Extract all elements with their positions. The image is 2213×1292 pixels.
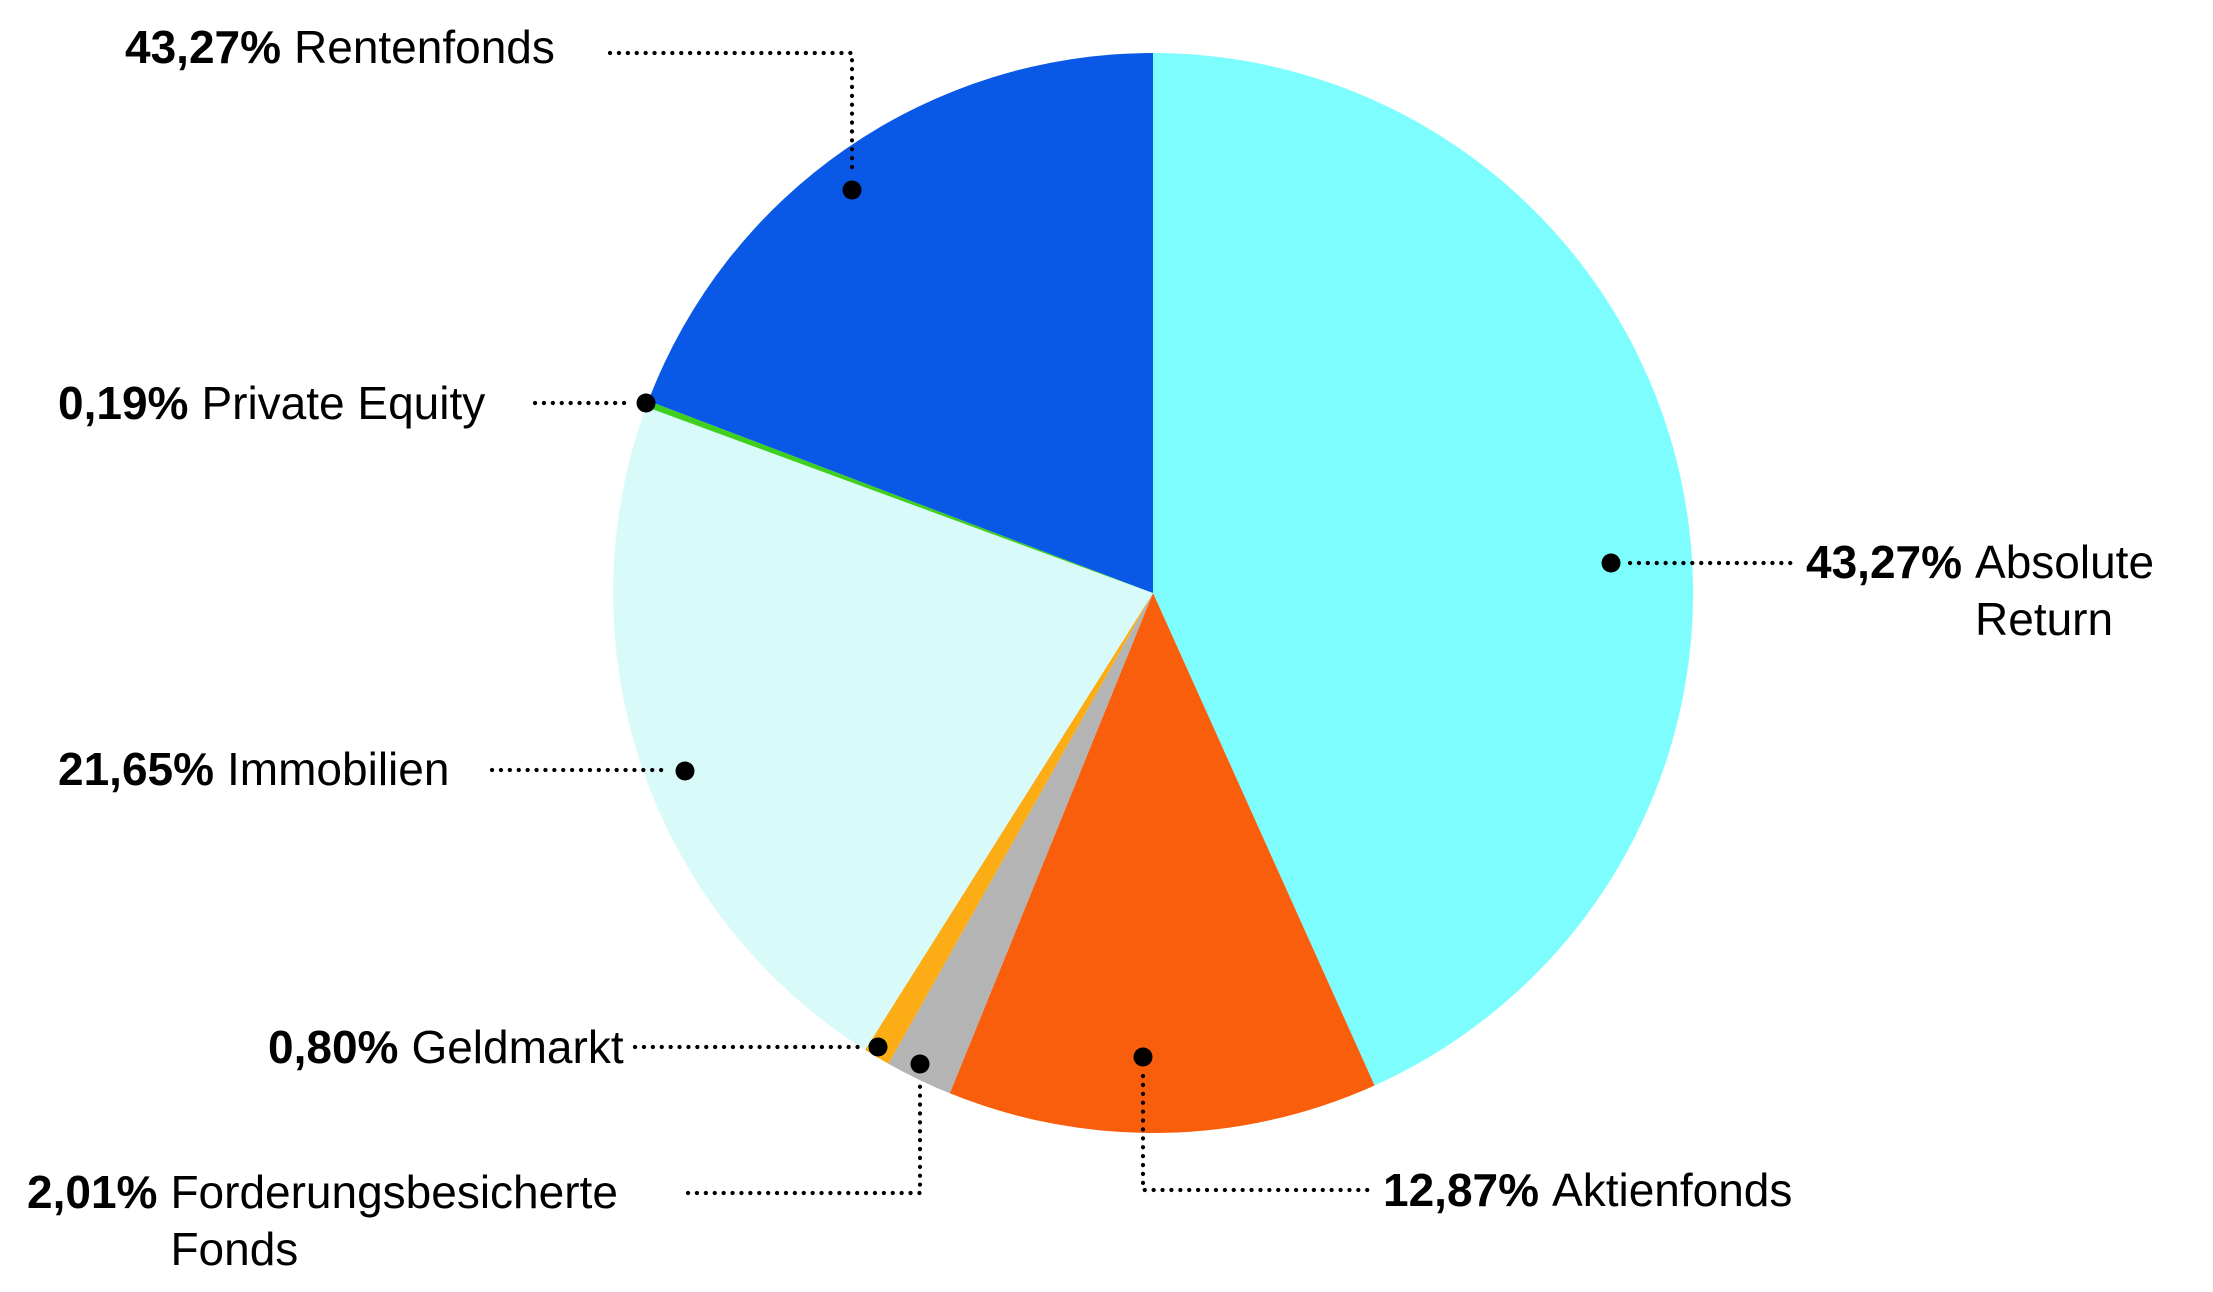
pie-slices (612, 53, 1694, 1134)
slice-pct-aktienfonds: 12,87% (1383, 1164, 1540, 1216)
leader-dot-geldmarkt (868, 1037, 888, 1057)
slice-name-aktienfonds: Aktienfonds (1552, 1164, 1793, 1216)
pie-slice-forderungsbesicherte-fonds (888, 593, 1153, 1094)
leader-rentenfonds (607, 50, 855, 173)
pie-slice-geldmarkt (865, 593, 1153, 1064)
slice-pct-immobilien: 21,65% (58, 743, 215, 795)
slice-label-absolute-return: 43,27% Absolute Return (1806, 534, 2185, 648)
pie-slice-immobilien (612, 406, 1153, 1050)
leader-dot-immobilien (675, 761, 695, 781)
slice-name-rentenfonds: Rentenfonds (294, 21, 555, 73)
leader-dots (636, 180, 1621, 1074)
slice-name-geldmarkt: Geldmarkt (411, 1021, 624, 1073)
slice-name-immobilien: Immobilien (227, 743, 450, 795)
leader-dot-absolute-return (1601, 553, 1621, 573)
pie-slice-private-equity (646, 400, 1153, 593)
slice-pct-private-equity: 0,19% (58, 377, 189, 429)
slice-pct-absolute-return: 43,27% (1806, 536, 1963, 588)
slice-label-forderungsbesicherte-fonds: 2,01% Forderungsbesicherte Fonds (27, 1164, 670, 1278)
slice-label-private-equity: 0,19% Private Equity (58, 375, 485, 432)
slice-name-absolute-return: Absolute Return (1975, 536, 2155, 645)
pie-slice-absolute-return (1153, 53, 1694, 1086)
slice-label-rentenfonds: 43,27% Rentenfonds (125, 19, 555, 76)
leader-dot-private-equity (636, 393, 656, 413)
slice-pct-forderungsbesicherte-fonds: 2,01% (27, 1166, 158, 1218)
slice-pct-geldmarkt: 0,80% (268, 1021, 399, 1073)
leader-forderungsbesicherte-fonds (685, 1079, 923, 1196)
pie-slice-rentenfonds (648, 53, 1153, 593)
leader-aktienfonds (1140, 1073, 1371, 1193)
slice-label-aktienfonds: 12,87% Aktienfonds (1383, 1162, 1792, 1219)
slice-label-geldmarkt: 0,80% Geldmarkt (268, 1019, 624, 1076)
slice-name-forderungsbesicherte-fonds: Forderungsbesicherte Fonds (170, 1166, 618, 1275)
leader-lines (489, 50, 1798, 1196)
slice-label-immobilien: 21,65% Immobilien (58, 741, 449, 798)
leader-dot-forderungsbesicherte-fonds (910, 1054, 930, 1074)
slice-pct-rentenfonds: 43,27% (125, 21, 282, 73)
leader-dot-rentenfonds (842, 180, 862, 200)
leader-dot-aktienfonds (1133, 1047, 1153, 1067)
pie-slice-aktienfonds (949, 593, 1375, 1134)
slice-name-private-equity: Private Equity (201, 377, 486, 429)
